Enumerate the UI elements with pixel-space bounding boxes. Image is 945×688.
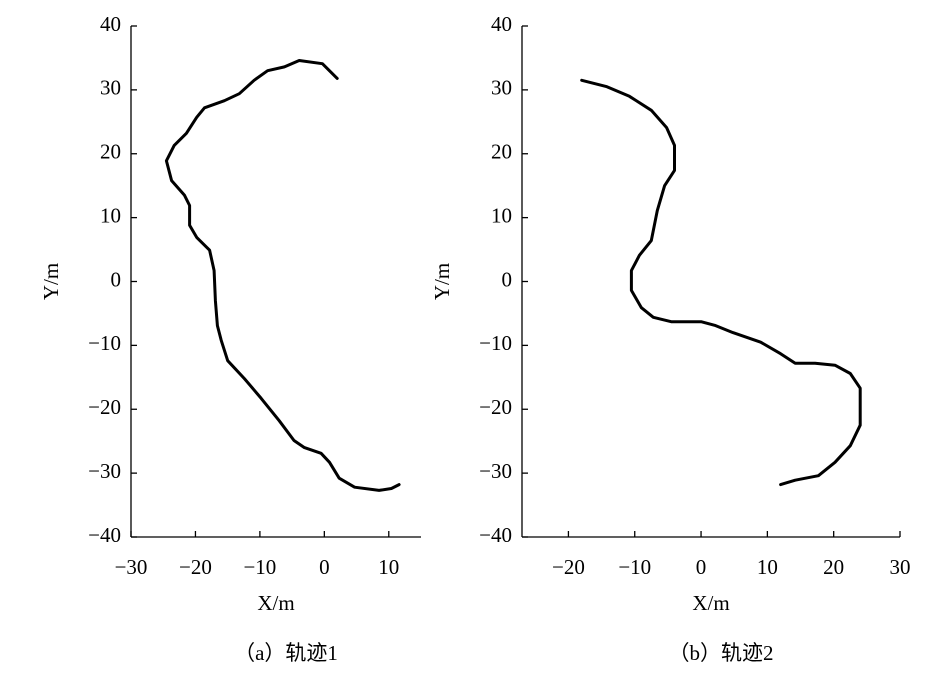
- y-tick-label: 20: [491, 140, 512, 164]
- y-axis-label: Y/m: [39, 263, 63, 300]
- x-tick-label: 20: [823, 555, 844, 579]
- x-tick-label: −20: [552, 555, 585, 579]
- y-tick-label: 40: [491, 12, 512, 36]
- y-tick-label: −20: [479, 395, 512, 419]
- x-tick-label: −10: [618, 555, 651, 579]
- y-tick-label: 40: [100, 12, 121, 36]
- x-tick-label: 0: [696, 555, 707, 579]
- y-tick-label: −30: [88, 459, 121, 483]
- y-axis-label: Y/m: [430, 263, 454, 300]
- y-tick-label: 10: [491, 203, 512, 227]
- x-tick-label: 10: [378, 555, 399, 579]
- y-tick-label: 0: [502, 267, 513, 291]
- y-tick-label: −40: [479, 523, 512, 547]
- y-tick-label: 20: [100, 140, 121, 164]
- y-tick-label: −40: [88, 523, 121, 547]
- x-axis-label: X/m: [257, 591, 294, 615]
- y-tick-label: 0: [111, 267, 122, 291]
- x-tick-label: 10: [757, 555, 778, 579]
- caption: （a）轨迹1: [234, 641, 338, 665]
- y-tick-label: −20: [88, 395, 121, 419]
- y-tick-label: 30: [491, 76, 512, 100]
- trajectory-line: [580, 78, 862, 487]
- x-tick-label: −30: [115, 555, 148, 579]
- y-tick-label: −30: [479, 459, 512, 483]
- x-tick-label: −10: [243, 555, 276, 579]
- trajectory-line: [164, 59, 401, 492]
- caption: （b）轨迹2: [669, 641, 774, 665]
- x-tick-label: 30: [890, 555, 911, 579]
- y-tick-label: 30: [100, 76, 121, 100]
- y-tick-label: −10: [479, 331, 512, 355]
- y-tick-label: −10: [88, 331, 121, 355]
- x-tick-label: 0: [319, 555, 330, 579]
- y-tick-label: 10: [100, 203, 121, 227]
- x-tick-label: −20: [179, 555, 212, 579]
- x-axis-label: X/m: [692, 591, 729, 615]
